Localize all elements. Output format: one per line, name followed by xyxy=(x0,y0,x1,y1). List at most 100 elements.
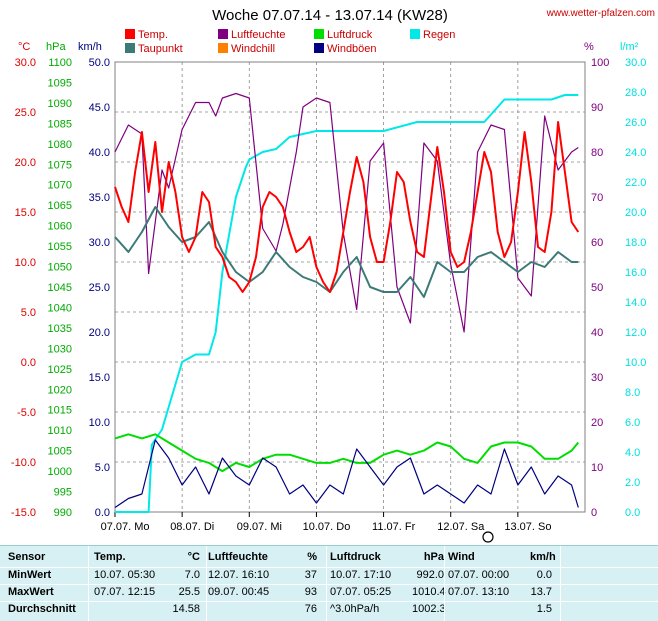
table-cell: 13.7 xyxy=(530,586,552,598)
series-taupunkt xyxy=(114,206,579,298)
x-tick: 13.07. So xyxy=(504,521,551,533)
pressure-tick: 1060 xyxy=(48,221,72,233)
legend-label: Regen xyxy=(423,29,455,41)
temp-tick: 30.0 xyxy=(15,57,36,69)
rain-unit-label: l/m² xyxy=(620,41,639,53)
rain-tick: 10.0 xyxy=(625,357,646,369)
table-cell: 1.5 xyxy=(536,603,552,615)
table-cell: Luftdruck xyxy=(330,551,381,563)
table-cell: Temp. xyxy=(94,551,126,563)
pressure-tick: 1035 xyxy=(48,323,72,335)
pressure-tick: 1020 xyxy=(48,384,72,396)
pressure-tick: 1005 xyxy=(48,446,72,458)
pressure-tick: 1085 xyxy=(48,118,72,130)
table-cell: km/h xyxy=(530,551,556,563)
table-cell: 1002.3 xyxy=(412,603,446,615)
pressure-tick: 1030 xyxy=(48,343,72,355)
legend-label: Windchill xyxy=(231,43,275,55)
rain-tick: 28.0 xyxy=(625,87,646,99)
table-cell: ^3.0hPa/h xyxy=(330,603,380,615)
grid xyxy=(114,61,586,513)
humidity-unit-label: % xyxy=(584,41,594,53)
humidity-tick: 40 xyxy=(591,327,603,339)
chart-title: Woche 07.07.14 - 13.07.14 (KW28) xyxy=(212,7,448,24)
rain-tick: 4.0 xyxy=(625,447,640,459)
temp-tick: 10.0 xyxy=(15,257,36,269)
temp-tick: -5.0 xyxy=(17,407,36,419)
legend-label: Luftfeuchte xyxy=(231,29,285,41)
rain-tick: 18.0 xyxy=(625,237,646,249)
rain-tick: 26.0 xyxy=(625,117,646,129)
legend-label: Windböen xyxy=(327,43,377,55)
pressure-tick: 1075 xyxy=(48,159,72,171)
legend-label: Temp. xyxy=(138,29,168,41)
pressure-tick: 990 xyxy=(54,507,72,519)
table-cell: Durchschnitt xyxy=(8,603,76,615)
table-row-divider xyxy=(0,601,658,602)
x-tick: 12.07. Sa xyxy=(437,521,485,533)
plot-area xyxy=(114,61,586,513)
pressure-tick: 1000 xyxy=(48,466,72,478)
humidity-tick: 70 xyxy=(591,192,603,204)
table-divider xyxy=(206,546,207,621)
humidity-tick: 100 xyxy=(591,57,609,69)
table-cell: 992.0 xyxy=(416,569,444,581)
wind-tick: 20.0 xyxy=(89,327,110,339)
table-divider xyxy=(88,546,89,621)
humidity-tick: 30 xyxy=(591,372,603,384)
temp-tick: -15.0 xyxy=(11,507,36,519)
rain-tick: 14.0 xyxy=(625,297,646,309)
pressure-tick: 1040 xyxy=(48,302,72,314)
rain-tick: 6.0 xyxy=(625,417,640,429)
table-cell: % xyxy=(307,551,317,563)
table-cell: 10.07. 17:10 xyxy=(330,569,392,581)
table-cell: 07.07. 13:10 xyxy=(448,586,510,598)
table-divider xyxy=(444,546,445,621)
table-row-divider xyxy=(0,567,658,568)
wind-tick: 50.0 xyxy=(89,57,110,69)
x-tick: 07.07. Mo xyxy=(101,521,150,533)
table-cell: 14.58 xyxy=(172,603,200,615)
wind-tick: 35.0 xyxy=(89,192,110,204)
pressure-tick: 1070 xyxy=(48,180,72,192)
series-luftfeuchte xyxy=(114,92,579,333)
legend-label: Luftdruck xyxy=(327,29,373,41)
table-cell: hPa xyxy=(423,551,444,563)
legend-swatch xyxy=(314,43,324,53)
temp-tick: 20.0 xyxy=(15,157,36,169)
temp-tick: 15.0 xyxy=(15,207,36,219)
wind-unit-label: km/h xyxy=(78,41,102,53)
table-cell: 25.5 xyxy=(178,586,200,598)
table-cell: Wind xyxy=(448,551,475,563)
table-cell: °C xyxy=(187,551,200,563)
humidity-tick: 90 xyxy=(591,102,603,114)
pressure-tick: 1095 xyxy=(48,77,72,89)
data-series xyxy=(114,92,580,513)
table-cell: 07.07. 00:00 xyxy=(448,569,510,581)
wind-tick: 45.0 xyxy=(89,102,110,114)
temp-unit-label: °C xyxy=(18,41,30,53)
pressure-tick: 1025 xyxy=(48,364,72,376)
humidity-tick: 10 xyxy=(591,462,603,474)
rain-tick: 24.0 xyxy=(625,147,646,159)
table-row: Durchschnitt 14.58 76 ^3.0hPa/h 1002.3 1.5 xyxy=(0,602,658,619)
x-tick: 11.07. Fr xyxy=(372,521,416,533)
table-row-divider xyxy=(0,584,658,585)
pressure-tick: 1045 xyxy=(48,282,72,294)
rain-tick: 22.0 xyxy=(625,177,646,189)
pressure-tick: 1080 xyxy=(48,139,72,151)
rain-tick: 12.0 xyxy=(625,327,646,339)
table-cell: 93 xyxy=(304,586,317,598)
pressure-tick: 995 xyxy=(54,487,72,499)
wind-tick: 30.0 xyxy=(89,237,110,249)
table-cell: 12.07. 16:10 xyxy=(208,569,270,581)
wind-tick: 25.0 xyxy=(89,282,110,294)
legend-swatch xyxy=(218,29,228,39)
temp-tick: -10.0 xyxy=(11,457,36,469)
weather-week-chart: Woche 07.07.14 - 13.07.14 (KW28) www.wet… xyxy=(11,7,655,543)
x-tick: 09.07. Mi xyxy=(237,521,282,533)
rain-tick: 2.0 xyxy=(625,477,640,489)
pressure-tick: 1065 xyxy=(48,200,72,212)
legend-label: Taupunkt xyxy=(138,43,183,55)
humidity-tick: 60 xyxy=(591,237,603,249)
